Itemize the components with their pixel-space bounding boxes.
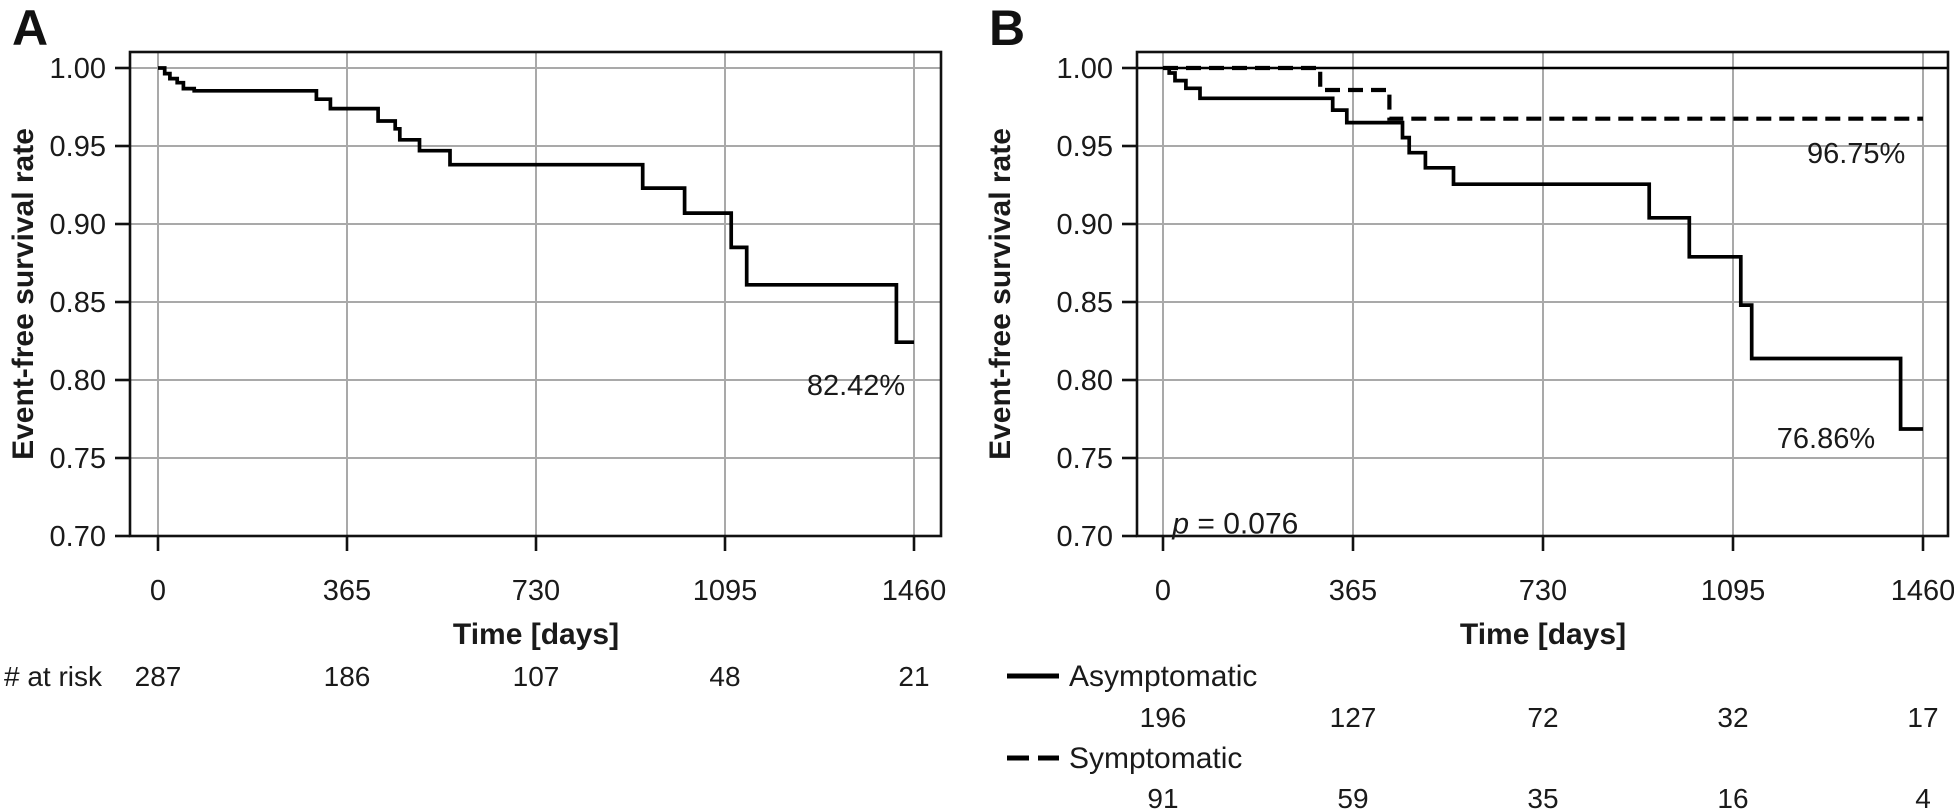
at-risk-count: 16 <box>1717 783 1748 811</box>
panel-b-label: B <box>989 0 1026 56</box>
at-risk-count: 35 <box>1527 783 1558 811</box>
at-risk-count: 186 <box>324 661 371 692</box>
x-tick-label: 1095 <box>693 575 758 607</box>
at-risk-count: 4 <box>1915 783 1931 811</box>
final-rate-label: 76.86% <box>1777 423 1875 455</box>
at-risk-count: 59 <box>1337 783 1368 811</box>
x-axis-title: Time [days] <box>452 618 620 651</box>
km-plot-b: 1.00 0.95 0.90 0.85 0.80 0.75 0.70 0 365 730 1095 1… <box>1007 50 1954 811</box>
final-rate-label: 96.75% <box>1807 138 1905 170</box>
x-tick-label: 1460 <box>1891 575 1954 607</box>
x-tick-label: 365 <box>323 575 371 607</box>
x-tick-label: 0 <box>150 575 166 607</box>
km-plot-a: 1.00 0.95 0.90 0.85 0.80 0.75 0.70 0 365 730 1095 1… <box>4 50 947 692</box>
at-risk-count: 196 <box>1140 702 1187 733</box>
curve-all-patients <box>158 66 914 345</box>
curve-asymptomatic <box>1163 66 1923 431</box>
at-risk-count: 32 <box>1717 702 1748 733</box>
y-tick-label: 0.80 <box>1057 365 1113 397</box>
at-risk-label: # at risk <box>4 661 103 692</box>
at-risk-count: 21 <box>898 661 929 692</box>
y-tick-label: 0.95 <box>1057 131 1113 163</box>
y-tick-label: 0.90 <box>50 209 106 241</box>
p-value-label: p = 0.076 <box>1171 508 1298 541</box>
legend-label: Asymptomatic <box>1069 660 1257 693</box>
curve-symptomatic <box>1163 65 1923 121</box>
y-tick-label: 1.00 <box>1057 53 1113 85</box>
y-tick-label: 1.00 <box>50 53 106 85</box>
y-tick-label: 0.75 <box>50 443 106 475</box>
at-risk-count: 127 <box>1330 702 1377 733</box>
panel-a-label: A <box>12 0 49 56</box>
x-axis-title: Time [days] <box>1459 618 1627 651</box>
at-risk-count: 107 <box>513 661 560 692</box>
at-risk-count: 17 <box>1907 702 1938 733</box>
x-tick-label: 730 <box>512 575 560 607</box>
y-tick-label: 0.85 <box>1057 287 1113 319</box>
x-tick-label: 730 <box>1519 575 1567 607</box>
at-risk-count: 287 <box>135 661 182 692</box>
panel-b: B Event-free survival rate 1.00 0.95 0.90 0… <box>977 0 1954 811</box>
y-tick-label: 0.85 <box>50 287 106 319</box>
at-risk-count: 48 <box>709 661 740 692</box>
y-tick-label: 0.75 <box>1057 443 1113 475</box>
x-tick-label: 1095 <box>1701 575 1766 607</box>
at-risk-count: 91 <box>1147 783 1178 811</box>
x-tick-label: 0 <box>1155 575 1171 607</box>
at-risk-count: 72 <box>1527 702 1558 733</box>
final-rate-label: 82.42% <box>807 370 905 402</box>
y-tick-label: 0.70 <box>1057 521 1113 553</box>
y-tick-label: 0.95 <box>50 131 106 163</box>
panel-a: A Event-free survival rate 1.00 0.95 0.90 0… <box>4 0 947 692</box>
y-tick-label: 0.80 <box>50 365 106 397</box>
x-tick-label: 365 <box>1329 575 1377 607</box>
y-tick-label: 0.70 <box>50 521 106 553</box>
legend-label: Symptomatic <box>1069 742 1242 775</box>
y-tick-label: 0.90 <box>1057 209 1113 241</box>
x-tick-label: 1460 <box>882 575 947 607</box>
